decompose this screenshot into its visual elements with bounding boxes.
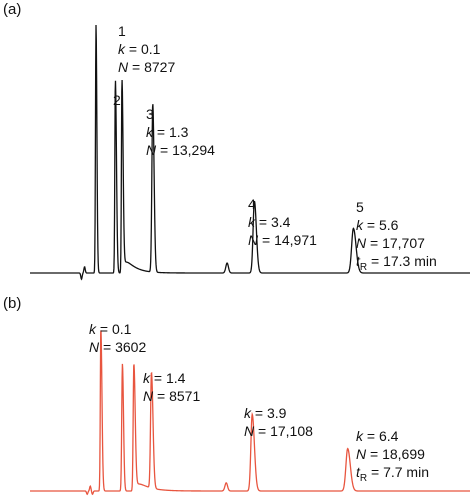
peak-label-a-2-line-1: 2	[113, 92, 121, 108]
peak-label-b-3-line-2: N = 8571	[143, 388, 200, 404]
peak-label-a-1-line-1: 1	[118, 23, 126, 39]
panel-label-a: (a)	[3, 1, 21, 18]
peak-label-b-4-line-1: k = 3.9	[244, 405, 287, 421]
peak-label-b-4-line-2: N = 17,108	[244, 423, 313, 439]
peak-label-a-5-line-3: N = 17,707	[356, 235, 425, 251]
peak-annotations-a: 1 k = 0.1 N = 8727 2 3 k = 1.3 N = 13,294 4 k = …	[113, 23, 437, 273]
panel-label-b: (b)	[3, 295, 21, 312]
peak-label-b-1-line-1: k = 0.1	[89, 321, 132, 337]
peak-label-a-4-line-3: N = 14,971	[248, 232, 317, 248]
chromatogram-trace-a	[30, 24, 470, 281]
peak-label-a-5-line-4: tR = 17.3 min	[356, 253, 437, 273]
chromatogram-panel-b: (b) k = 0.1 N = 3602 k = 1.4 N = 8571 k = 3.…	[3, 295, 470, 496]
peak-label-b-5-line-1: k = 6.4	[356, 428, 399, 444]
peak-label-a-1-line-2: k = 0.1	[118, 41, 161, 57]
chromatogram-panel-a: (a) 1 k = 0.1 N = 8727 2 3 k = 1.3 N = 13,294 4…	[3, 1, 470, 281]
peak-label-b-1-line-2: N = 3602	[89, 339, 146, 355]
peak-label-a-3-line-2: k = 1.3	[146, 124, 189, 140]
peak-label-b-3-line-1: k = 1.4	[143, 370, 186, 386]
peak-label-a-1-line-3: N = 8727	[118, 59, 175, 75]
peak-label-a-5-line-1: 5	[356, 199, 364, 215]
chromatogram-trace-b	[30, 330, 470, 496]
peak-label-a-4-line-2: k = 3.4	[248, 214, 291, 230]
peak-label-a-4-line-1: 4	[248, 196, 256, 212]
peak-label-a-5-line-2: k = 5.6	[356, 217, 399, 233]
peak-annotations-b: k = 0.1 N = 3602 k = 1.4 N = 8571 k = 3.9 N =…	[89, 321, 429, 484]
peak-label-b-5-line-3: tR = 7.7 min	[356, 464, 429, 484]
peak-label-a-3-line-3: N = 13,294	[146, 142, 215, 158]
peak-label-a-3-line-1: 3	[146, 106, 154, 122]
peak-label-b-5-line-2: N = 18,699	[356, 446, 425, 462]
